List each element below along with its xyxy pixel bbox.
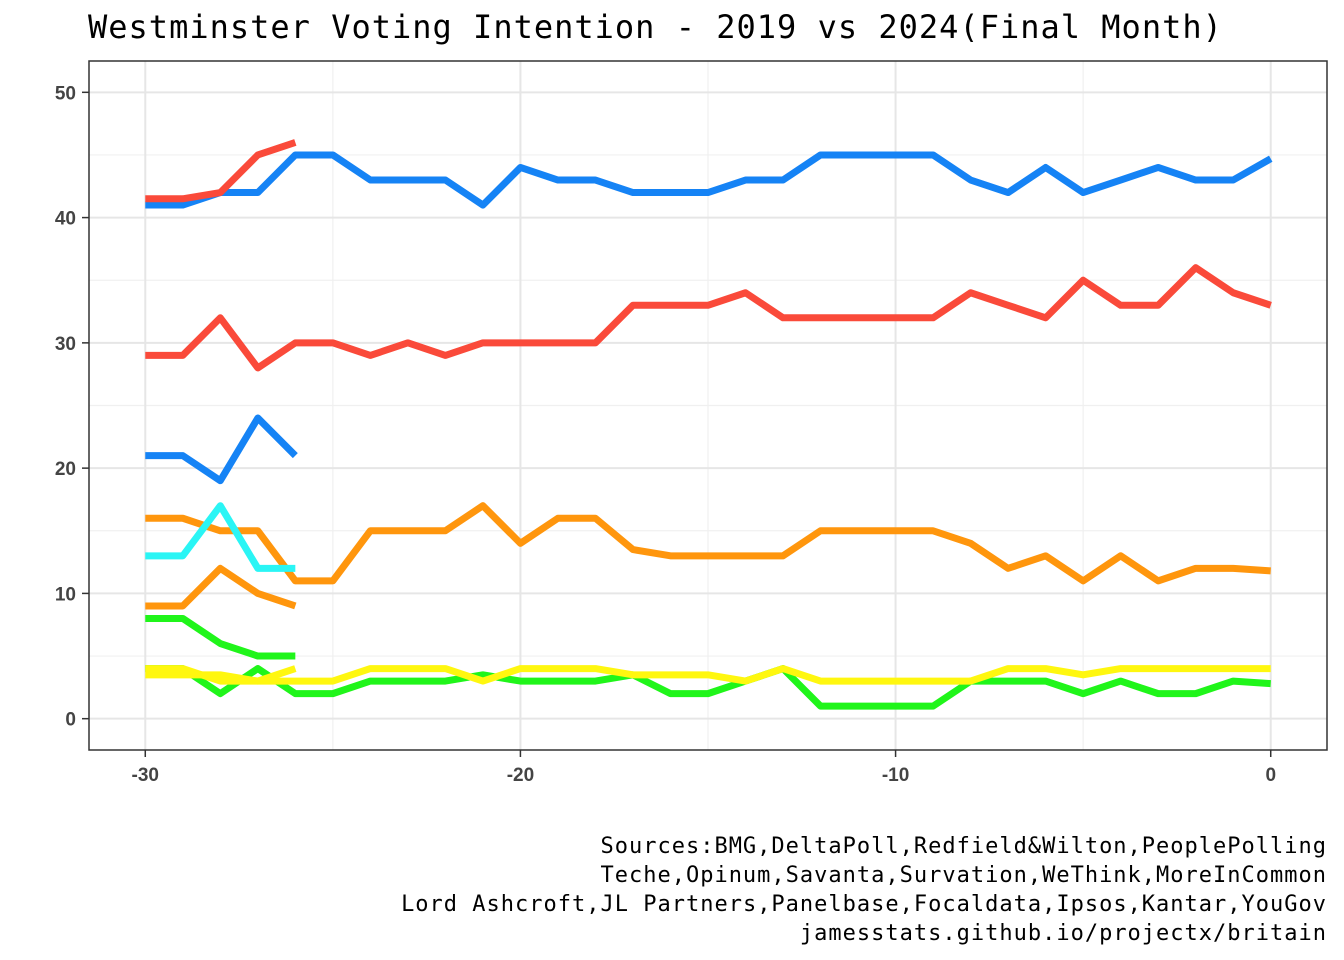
grid (89, 61, 1327, 750)
caption-line-2: Teche,Opinum,Savanta,Survation,WeThink,M… (600, 863, 1327, 888)
y-tick-label: 20 (55, 459, 76, 480)
chart-title: Westminster Voting Intention - 2019 vs 2… (88, 8, 1223, 46)
caption: Sources:BMG,DeltaPoll,Redfield&Wilton,Pe… (401, 834, 1327, 946)
x-tick-label: -10 (882, 765, 909, 786)
x-tick-label: 0 (1265, 765, 1276, 786)
series-line-1 (145, 151, 1273, 209)
series-line-10 (145, 665, 297, 685)
caption-line-3: Lord Ashcroft,JL Partners,Panelbase,Foca… (401, 892, 1327, 917)
panel-border (88, 60, 1328, 751)
series-line-3 (145, 264, 1272, 372)
x-tick-label: -30 (132, 765, 159, 786)
caption-line-1: Sources:BMG,DeltaPoll,Redfield&Wilton,Pe… (600, 834, 1327, 859)
x-tick-label: -20 (507, 765, 534, 786)
caption-line-4: jamesstats.github.io/projectx/britain (800, 921, 1327, 946)
series-line-7 (145, 502, 296, 572)
series-line-4 (145, 414, 298, 485)
y-tick-label: 40 (55, 209, 76, 230)
series-line-9 (145, 665, 1271, 710)
series-line-8 (145, 614, 296, 660)
y-tick-label: 30 (55, 334, 76, 355)
y-tick-label: 10 (55, 584, 76, 605)
y-tick-label: 50 (55, 83, 76, 104)
series-group (145, 139, 1273, 710)
series-line-11 (145, 665, 1271, 685)
axes: -30 -20 -10 0 0 10 20 30 40 50 (55, 83, 1276, 786)
y-tick-label: 0 (65, 710, 76, 731)
series-line-5 (145, 502, 1271, 585)
series-line-6 (145, 564, 297, 610)
series-line-2 (145, 139, 297, 203)
